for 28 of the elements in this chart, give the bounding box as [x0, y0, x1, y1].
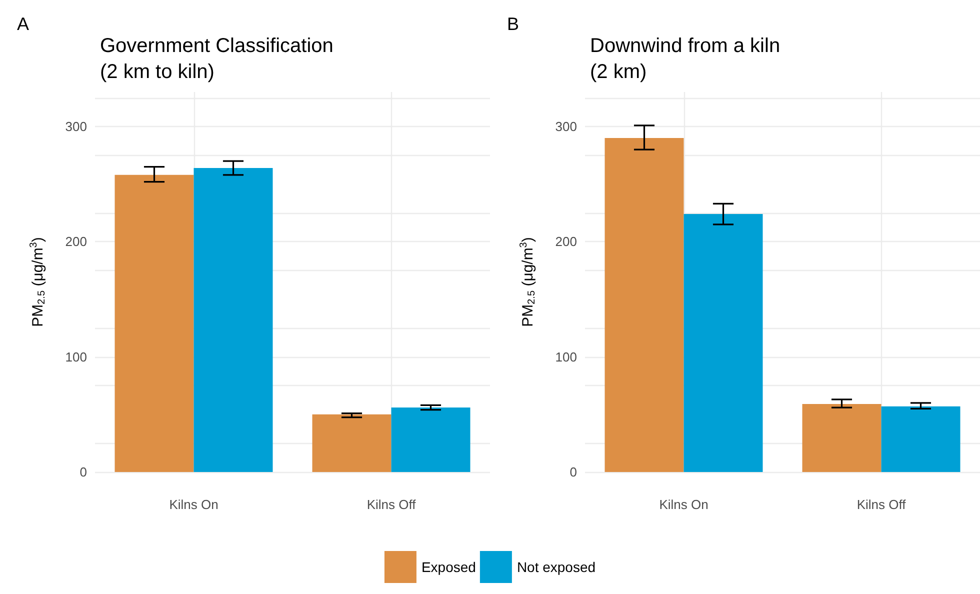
text: B — [507, 14, 520, 34]
y-tick-label: 200 — [65, 234, 87, 250]
bar — [312, 414, 392, 472]
legend-label: Exposed — [421, 559, 476, 575]
y-tick-label: 100 — [555, 349, 577, 364]
y-tick-label: 0 — [80, 464, 87, 480]
legend-label: Not exposed — [516, 559, 596, 575]
bar — [194, 168, 273, 472]
x-tick-label: Kilns Off — [366, 497, 416, 512]
bar — [684, 214, 763, 472]
y-tick-label: 100 — [65, 349, 87, 364]
text: A — [17, 14, 30, 34]
chart-title: Government Classification (2 km to kiln) — [100, 35, 334, 83]
y-tick-label: 200 — [555, 234, 577, 250]
y-tick-label: 300 — [65, 119, 87, 134]
bar — [391, 408, 470, 472]
x-tick-label: Kilns On — [169, 497, 218, 512]
y-axis-title: PM2.5 (μg/m3) — [518, 237, 538, 327]
x-tick-label: Kilns Off — [856, 497, 906, 512]
bar — [114, 174, 194, 472]
y-tick-label: 300 — [555, 119, 577, 134]
bar — [881, 406, 960, 472]
y-tick-label: 0 — [570, 464, 577, 480]
bar — [604, 138, 684, 472]
x-tick-label: Kilns On — [659, 497, 708, 512]
y-axis-title: PM2.5 (μg/m3) — [28, 237, 48, 327]
chart-title: Downwind from a kiln (2 km) — [590, 35, 780, 83]
bar — [802, 404, 882, 472]
